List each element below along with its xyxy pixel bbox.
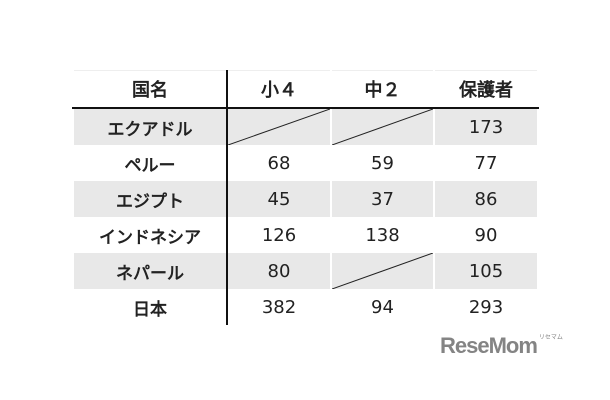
cell-parents: 86	[433, 181, 539, 217]
diagonal-slash	[332, 109, 433, 145]
cell-grade8	[330, 108, 435, 145]
cell-country: エクアドル	[72, 108, 228, 145]
table-row: ネパール 80 105	[72, 253, 539, 289]
header-grade8: 中２	[330, 70, 435, 109]
table-row: ペルー 68 59 77	[72, 145, 539, 181]
header-grade4: 小４	[226, 70, 332, 109]
cell-grade4: 126	[226, 217, 332, 253]
cell-grade4: 68	[226, 145, 332, 181]
header-row: 国名 小４ 中２ 保護者	[72, 70, 539, 109]
cell-country: 日本	[72, 289, 228, 325]
table-row: エジプト 45 37 86	[72, 181, 539, 217]
cell-grade4: 45	[226, 181, 332, 217]
cell-grade8: 59	[330, 145, 435, 181]
survey-table: 国名 小４ 中２ 保護者 エクアドル 173 ペルー 68 59 77 エジプト 45 37 86…	[72, 70, 539, 325]
table-row: 日本 382 94 293	[72, 289, 539, 325]
cell-parents: 77	[433, 145, 539, 181]
header-country: 国名	[72, 70, 228, 109]
cell-grade4: 80	[226, 253, 332, 289]
cell-grade8: 94	[330, 289, 435, 325]
cell-country: ペルー	[72, 145, 228, 181]
cell-grade8	[330, 253, 435, 289]
diagonal-slash	[228, 109, 330, 145]
table-row: インドネシア 126 138 90	[72, 217, 539, 253]
watermark-text: ReseMom	[440, 333, 538, 358]
cell-grade4	[226, 108, 332, 145]
cell-country: ネパール	[72, 253, 228, 289]
cell-grade8: 138	[330, 217, 435, 253]
cell-parents: 173	[433, 108, 539, 145]
watermark-sub: リセマム	[538, 335, 563, 341]
cell-grade8: 37	[330, 181, 435, 217]
header-parents: 保護者	[433, 70, 539, 109]
resemom-watermark-logo: ReseMom リセマム	[440, 334, 563, 358]
cell-grade4: 382	[226, 289, 332, 325]
diagonal-slash	[332, 253, 433, 289]
cell-parents: 90	[433, 217, 539, 253]
table-row: エクアドル 173	[72, 108, 539, 145]
cell-country: インドネシア	[72, 217, 228, 253]
cell-parents: 293	[433, 289, 539, 325]
cell-country: エジプト	[72, 181, 228, 217]
cell-parents: 105	[433, 253, 539, 289]
